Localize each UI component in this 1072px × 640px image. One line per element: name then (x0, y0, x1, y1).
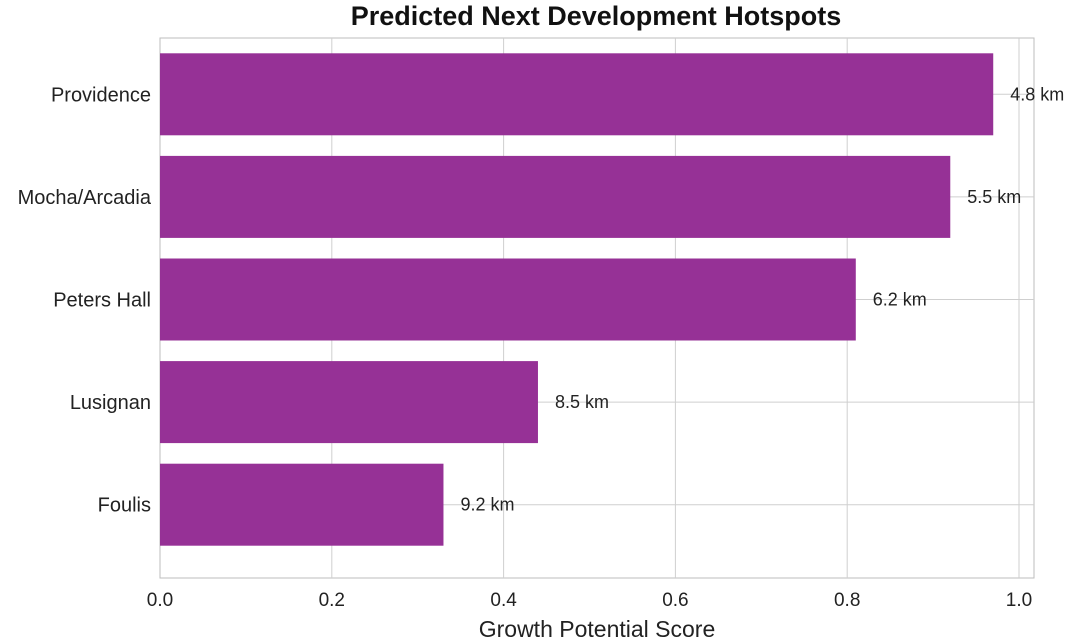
x-tick-label: 0.2 (319, 590, 345, 611)
category-label: Mocha/Arcadia (18, 187, 152, 209)
bar (160, 53, 994, 136)
bar (160, 463, 444, 546)
x-axis-label: Growth Potential Score (479, 616, 716, 640)
data-labels-layer: 4.8 km 5.5 km 6.2 km 8.5 km 9.2 km (460, 84, 1064, 514)
x-tick-labels-layer: 0.0 0.2 0.4 0.6 0.8 1.0 (147, 590, 1032, 611)
x-tick-label: 0.4 (490, 590, 517, 611)
bar (160, 258, 856, 341)
bar-data-label: 9.2 km (460, 495, 514, 515)
chart-title: Predicted Next Development Hotspots (351, 1, 842, 31)
category-label: Lusignan (70, 392, 151, 414)
x-tick-label: 1.0 (1006, 590, 1032, 611)
bar-data-label: 4.8 km (1010, 84, 1064, 104)
x-tick-label: 0.8 (834, 590, 860, 611)
category-label: Peters Hall (53, 290, 151, 312)
bar (160, 155, 951, 238)
bars-layer (160, 53, 994, 546)
category-label: Providence (51, 84, 151, 106)
x-tick-label: 0.0 (147, 590, 173, 611)
bar-data-label: 5.5 km (967, 187, 1021, 207)
bar (160, 361, 538, 444)
category-label: Foulis (98, 495, 151, 517)
category-labels-layer: Providence Mocha/Arcadia Peters Hall Lusign… (18, 84, 152, 516)
x-tick-label: 0.6 (662, 590, 688, 611)
bar-data-label: 8.5 km (555, 392, 609, 412)
bar-data-label: 6.2 km (873, 290, 927, 310)
